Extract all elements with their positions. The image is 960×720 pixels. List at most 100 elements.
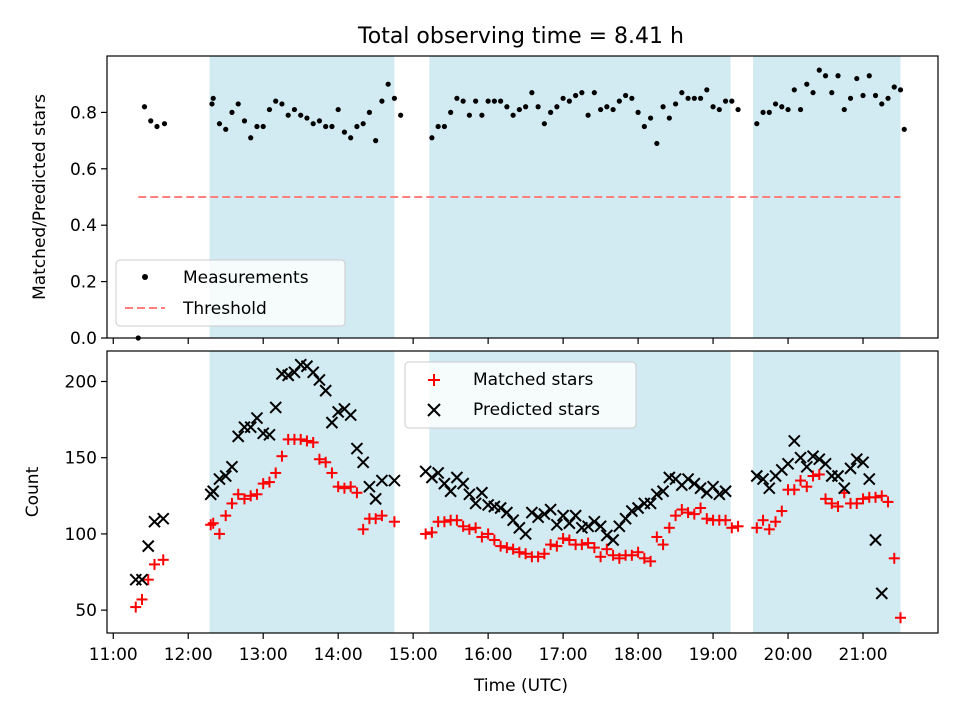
measurement-point: [847, 95, 854, 101]
predicted-star-point: [325, 416, 339, 429]
predicted-star-point: [375, 474, 389, 487]
matched-star-point: [776, 505, 788, 517]
predicted-star-point: [763, 481, 776, 495]
count-x-tick-label: 14:00: [314, 645, 363, 665]
matched-star-point: [670, 510, 682, 522]
measurement-point: [854, 75, 860, 82]
measurement-point: [241, 118, 248, 124]
measurement-point: [816, 67, 822, 73]
count-legend-box: [404, 361, 637, 429]
matched-star-point: [582, 537, 594, 549]
predicted-star-point: [681, 472, 695, 486]
predicted-star-point: [800, 460, 813, 474]
matched-star-point: [788, 484, 800, 496]
predicted-star-point: [213, 472, 226, 486]
measurement-point: [341, 129, 348, 135]
measurement-point: [229, 109, 235, 115]
measurement-point: [804, 81, 810, 87]
predicted-star-point: [538, 507, 551, 521]
measurement-point: [485, 98, 491, 104]
measurement-point: [310, 121, 316, 127]
measurement-point: [622, 92, 629, 99]
measurement-point: [779, 104, 785, 110]
matched-star-point: [220, 510, 232, 522]
matched-star-point: [338, 482, 350, 494]
measurement-point: [210, 95, 216, 101]
predicted-star-point: [519, 527, 532, 541]
measurement-point: [216, 121, 223, 127]
predicted-star-point: [750, 469, 764, 483]
predicted-star-point: [625, 504, 639, 518]
matched-star-point: [438, 516, 450, 528]
matched-star-point: [332, 481, 344, 493]
predicted-star-point: [475, 486, 489, 499]
matched-star-point: [601, 543, 613, 555]
measurement-point: [454, 95, 460, 101]
matched-star-point: [807, 470, 819, 482]
predicted-star-point: [581, 520, 595, 533]
predicted-legend-label: Predicted stars: [473, 400, 600, 420]
measurement-point: [641, 123, 647, 130]
matched-legend-label: Matched stars: [473, 370, 593, 390]
matched-star-point: [588, 542, 600, 554]
predicted-star-point: [250, 411, 264, 425]
measurements-legend-marker: [142, 274, 148, 280]
matched-star-point: [263, 476, 275, 488]
measurement-point: [797, 106, 804, 113]
x-axis-label: Time (UTC): [473, 676, 568, 696]
matched-star-point: [770, 516, 782, 528]
predicted-star-point: [850, 453, 863, 466]
matched-star-point: [538, 548, 550, 560]
figure-title: Total observing time = 8.41 h: [357, 24, 684, 49]
measurement-point: [516, 106, 522, 113]
measurement-point: [373, 138, 379, 144]
matched-stars-series: [130, 433, 907, 624]
measurement-point: [691, 95, 697, 101]
measurement-point: [716, 106, 722, 113]
measurement-point: [604, 104, 610, 110]
predicted-star-point: [350, 442, 364, 455]
matched-star-point: [813, 468, 825, 480]
matched-star-point: [882, 496, 894, 508]
matched-star-point: [488, 534, 500, 546]
measurement-point: [141, 104, 148, 110]
predicted-star-point: [456, 477, 470, 490]
measurement-point: [735, 106, 741, 113]
measurement-point: [329, 123, 335, 130]
measurement-point: [672, 101, 679, 107]
measurement-point: [260, 123, 266, 130]
measurement-point: [360, 121, 366, 127]
predicted-star-point: [356, 456, 370, 469]
predicted-star-point: [606, 533, 620, 547]
measurement-point: [298, 112, 304, 118]
predicted-star-point: [207, 485, 220, 498]
measurement-point: [510, 112, 516, 118]
ratio-y-tick-label: 0.4: [70, 216, 97, 236]
matched-star-point: [295, 433, 307, 445]
measurement-point: [291, 106, 298, 113]
matched-star-point: [232, 488, 244, 500]
measurement-point: [504, 104, 510, 110]
matched-star-point: [895, 612, 907, 624]
measurement-point: [835, 73, 841, 79]
measurement-point: [316, 118, 323, 124]
ratio-legend-box: [115, 259, 346, 327]
matched-star-point: [851, 497, 863, 509]
measurement-point: [560, 95, 566, 101]
matched-star-point: [213, 528, 225, 540]
measurement-point: [829, 90, 835, 96]
matched-legend-marker: [428, 374, 440, 386]
measurement-point: [754, 121, 760, 127]
measurement-point: [523, 104, 529, 110]
measurement-point: [585, 112, 591, 118]
ratio-y-tick-label: 0.8: [70, 103, 97, 123]
matched-star-point: [157, 554, 169, 566]
measurement-point: [785, 106, 791, 113]
matched-star-point: [513, 546, 525, 558]
matched-star-point: [876, 490, 888, 502]
matched-star-point: [357, 523, 369, 535]
count-x-tick-label: 21:00: [839, 645, 888, 665]
matched-star-point: [376, 510, 388, 522]
matched-star-point: [326, 467, 338, 479]
measurement-point: [579, 90, 585, 96]
